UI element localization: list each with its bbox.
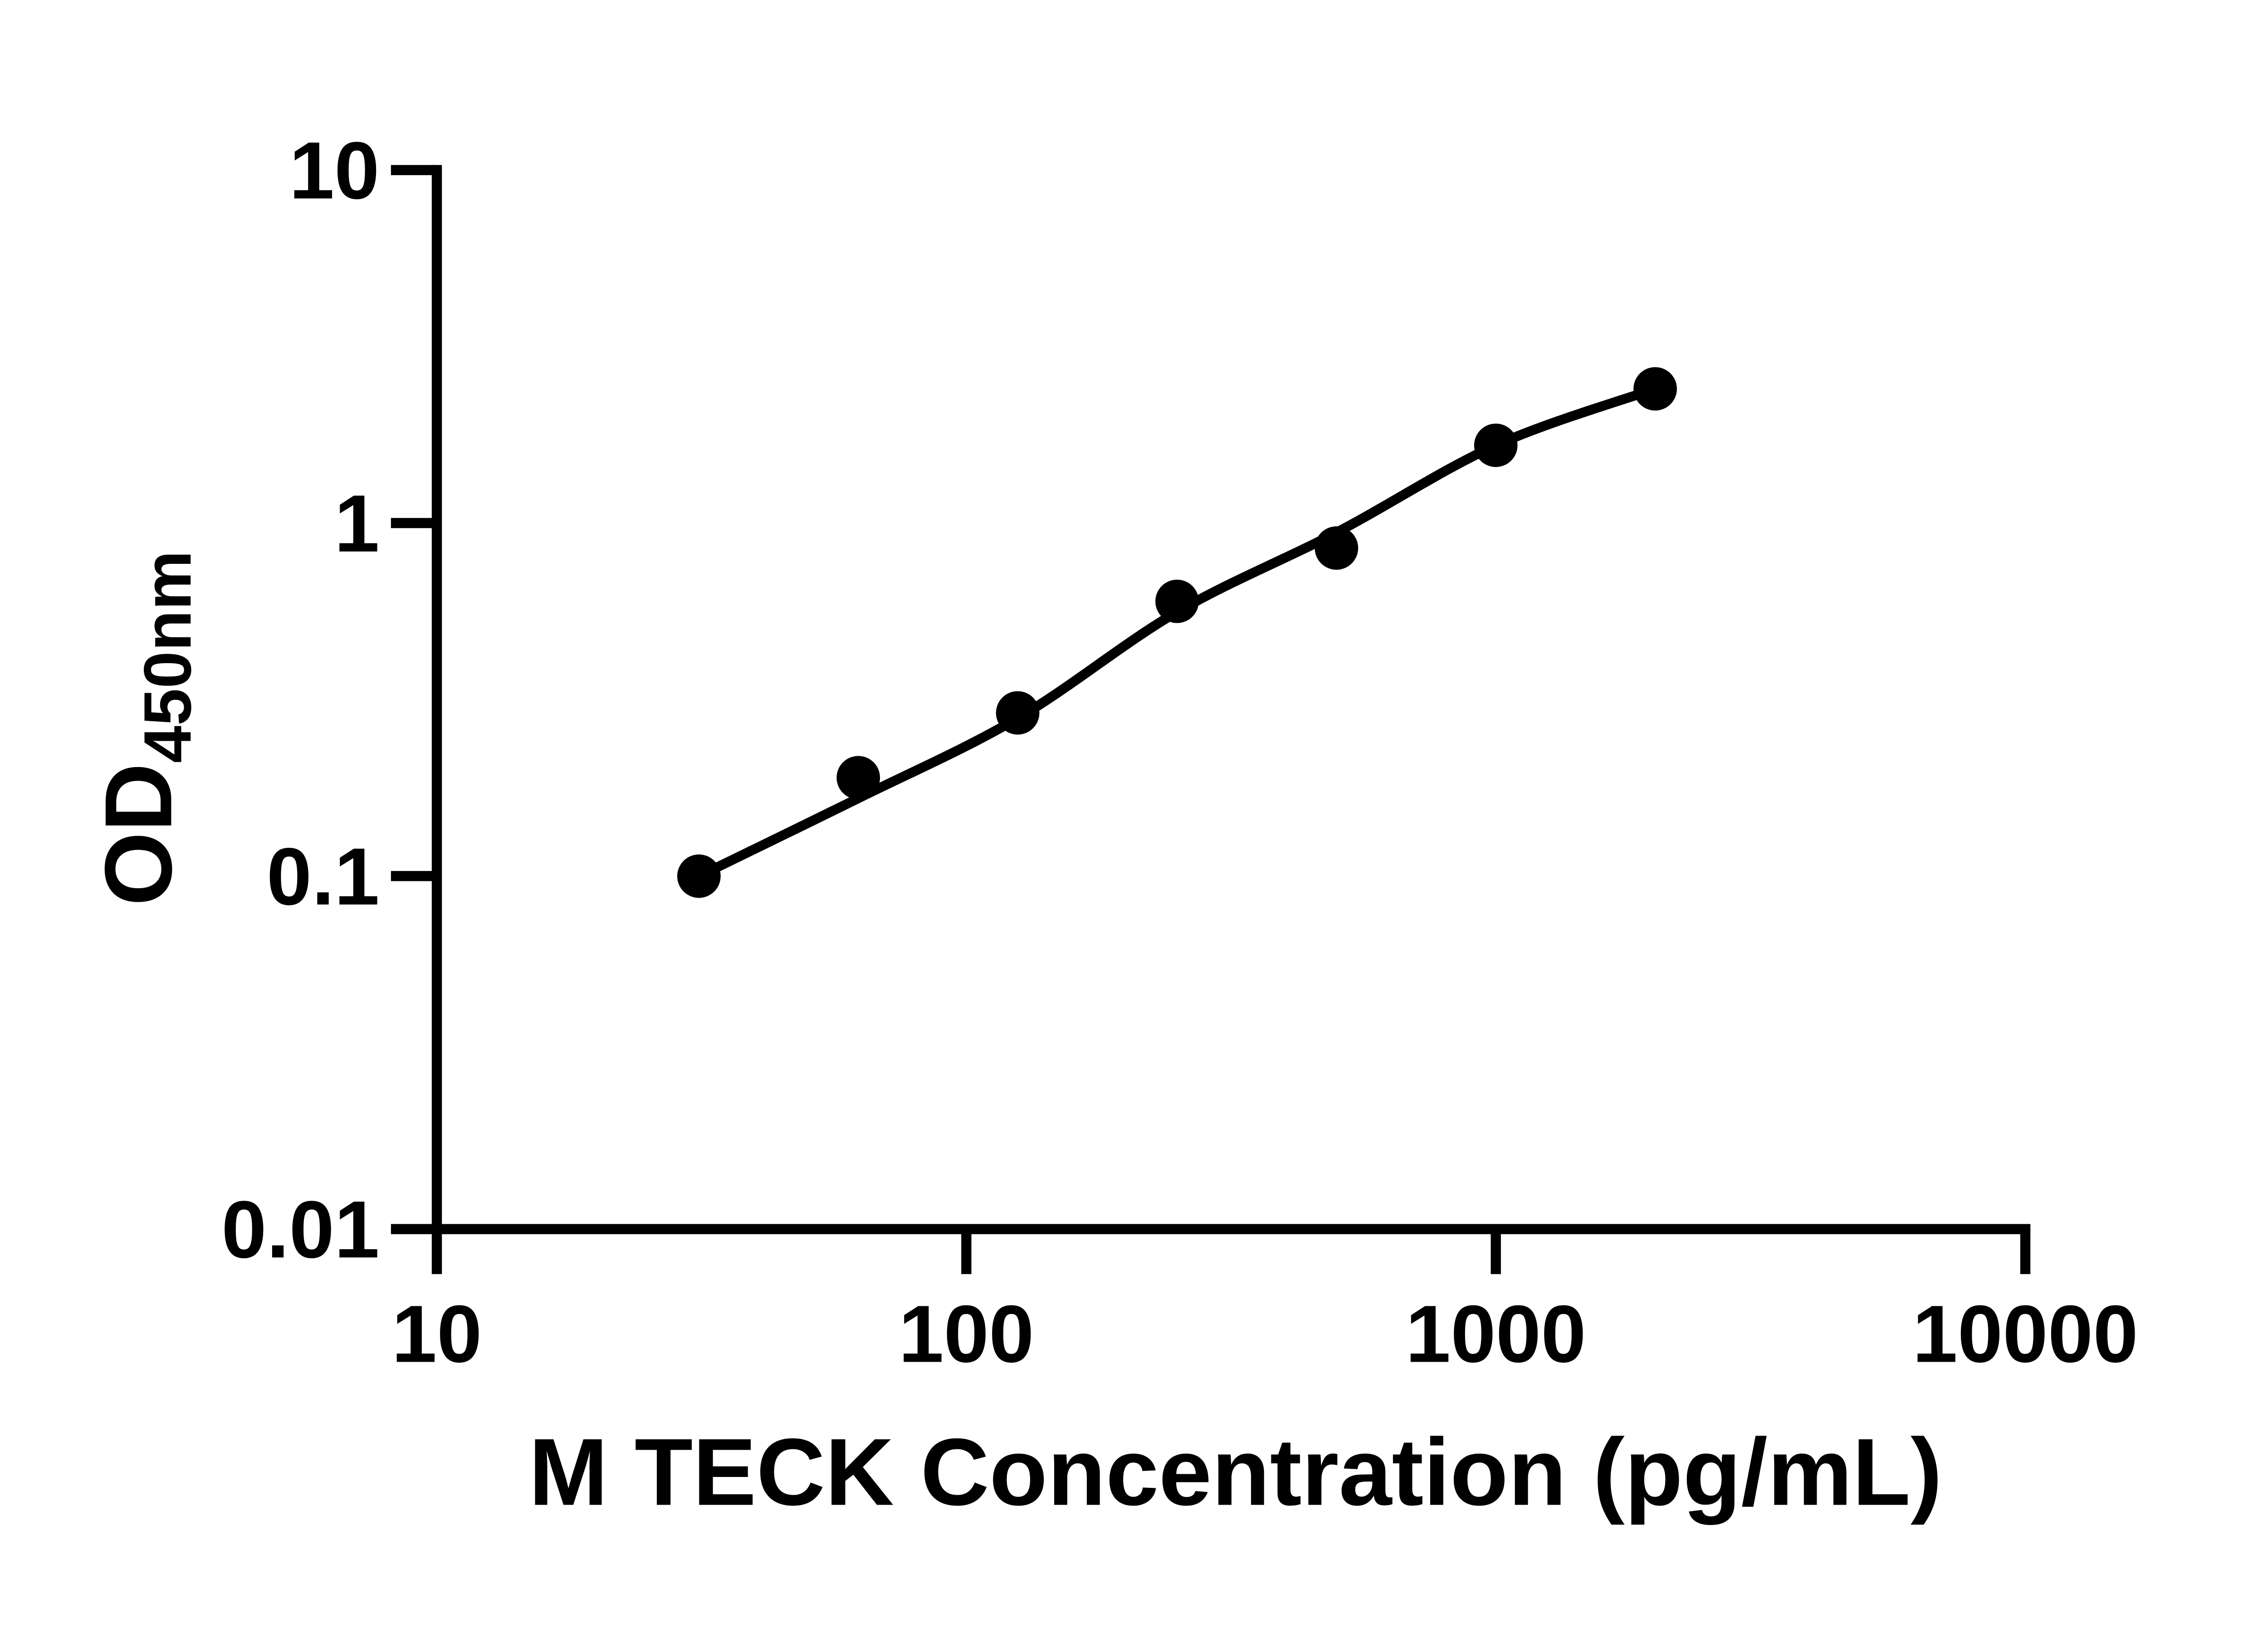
x-tick-label: 10000 bbox=[1912, 1288, 2138, 1379]
data-point bbox=[1155, 579, 1199, 623]
y-tick-label: 1 bbox=[334, 478, 380, 569]
y-axis-title-main: OD bbox=[85, 763, 191, 906]
data-point bbox=[1474, 423, 1518, 467]
plot-layer bbox=[677, 367, 1677, 898]
fit-curve bbox=[694, 384, 1660, 881]
x-tick-label: 10 bbox=[391, 1288, 482, 1379]
y-tick-label: 0.01 bbox=[221, 1184, 379, 1275]
y-axis-title-subscript: 450nm bbox=[130, 551, 205, 763]
y-tick-label: 0.1 bbox=[267, 831, 380, 922]
data-point bbox=[996, 691, 1040, 735]
data-point bbox=[677, 854, 721, 898]
data-point bbox=[1315, 526, 1359, 570]
x-tick-label: 1000 bbox=[1406, 1288, 1586, 1379]
x-tick-label: 100 bbox=[899, 1288, 1034, 1379]
data-point bbox=[836, 756, 880, 800]
x-axis-title: M TECK Concentration (pg/mL) bbox=[529, 1419, 1942, 1525]
y-axis-title: OD450nm bbox=[85, 551, 205, 906]
y-tick-label: 10 bbox=[289, 125, 379, 216]
data-point bbox=[1633, 367, 1677, 411]
